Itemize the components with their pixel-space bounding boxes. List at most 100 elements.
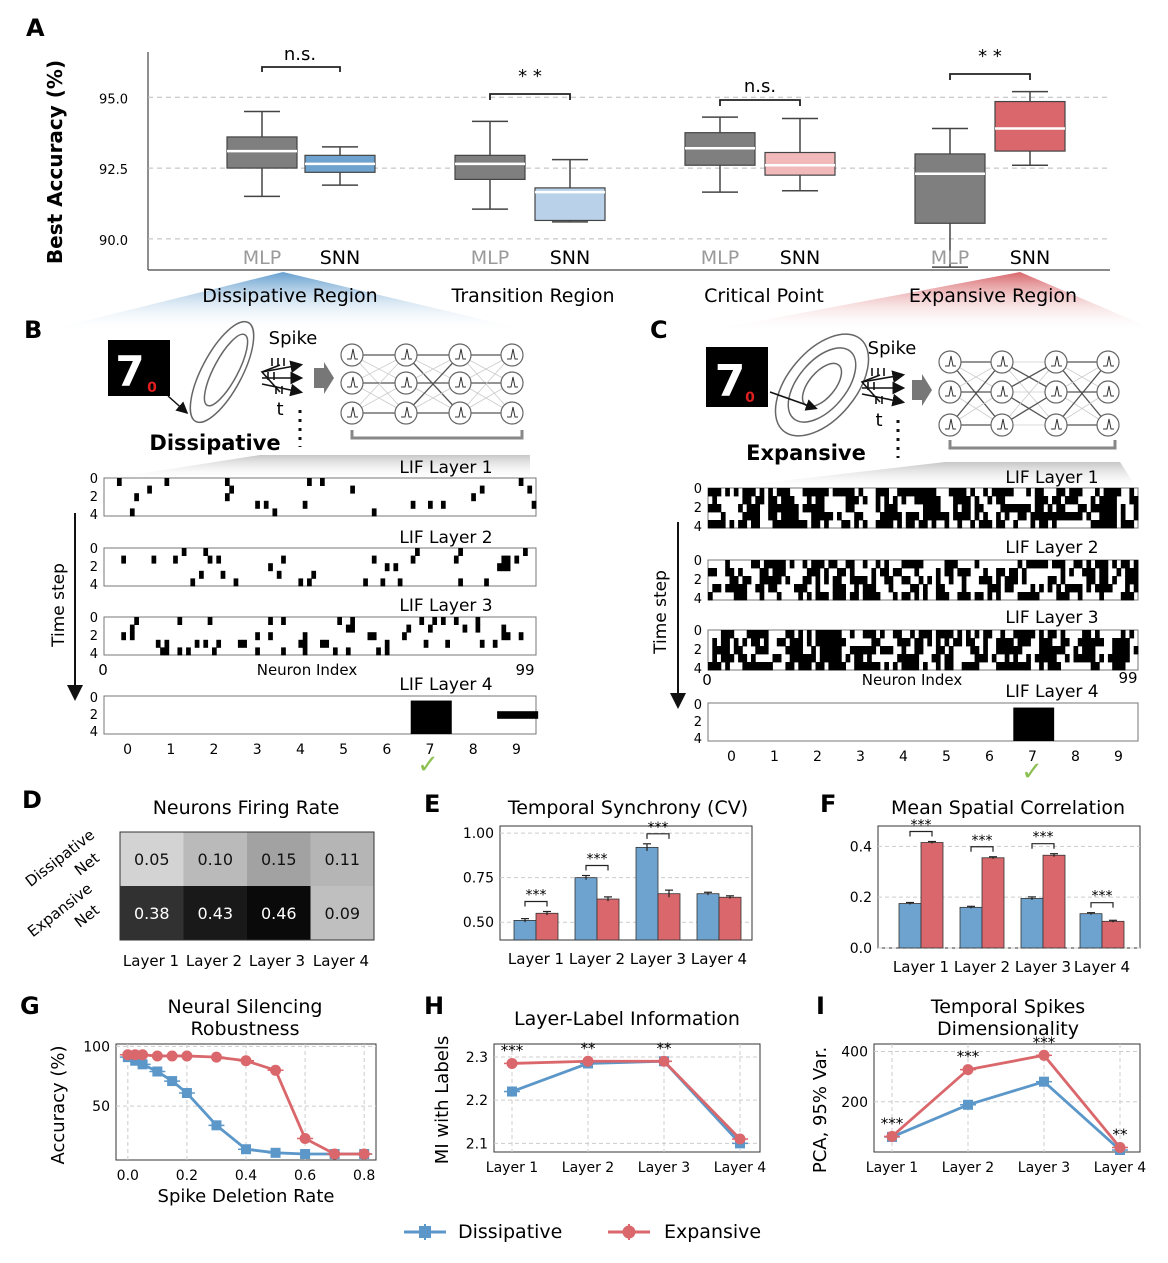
c-layer3-spike xyxy=(948,662,954,671)
d-cell-label-r0-c2: 0.15 xyxy=(261,850,297,869)
c-layer1-spike xyxy=(1069,496,1074,505)
c-layer1-spike xyxy=(1039,496,1044,505)
a-mlp-box-0 xyxy=(226,136,298,169)
c-layer1-spike xyxy=(789,504,795,513)
e-ytick-1: 0.75 xyxy=(463,871,494,887)
b-layer1-spike xyxy=(320,478,325,486)
c-layer2-spike xyxy=(854,584,859,593)
g-marker-expansive-4 xyxy=(166,1050,178,1062)
d-cell-r1-c2 xyxy=(247,886,311,940)
c-layer4-class-tick-7: 7 xyxy=(1028,749,1037,765)
c-layer2-spike xyxy=(1009,584,1014,593)
f-bar-expansive-3 xyxy=(1101,920,1125,949)
c-layer2-time-tick-1: 2 xyxy=(694,573,702,588)
panel-letter-h: H xyxy=(424,992,444,1020)
c-layer3-spike xyxy=(1039,630,1044,639)
f-xtick-0: Layer 1 xyxy=(893,958,949,976)
c-layer3-spike xyxy=(858,654,864,663)
c-layer1-spike xyxy=(776,504,782,513)
c-layer2-spike xyxy=(1056,560,1061,569)
c-layer2-spike xyxy=(880,568,885,577)
c-layer2-spike xyxy=(815,592,821,601)
c-layer3-spike xyxy=(858,662,864,671)
c-layer3-spike xyxy=(1120,654,1126,663)
b-layer3-time-tick-1: 2 xyxy=(90,629,98,644)
c-layer3-spike xyxy=(948,654,954,663)
c-layer1-spike xyxy=(1107,496,1113,505)
c-layer2-spike xyxy=(815,584,821,593)
c-layer3-spike xyxy=(798,654,803,663)
b-layer1-title: LIF Layer 1 xyxy=(399,458,492,478)
b-layer3-spike xyxy=(384,647,390,656)
c-layer3-spike xyxy=(966,662,971,671)
c-network-neuron-glyph xyxy=(997,385,1008,397)
c-layer1-spike xyxy=(966,512,971,521)
c-layer3-spike xyxy=(974,654,980,663)
c-network-neuron-glyph xyxy=(945,418,956,430)
c-layer1-spike xyxy=(931,512,937,521)
c-layer1-spike xyxy=(953,504,958,513)
c-layer1-spike xyxy=(1017,504,1023,513)
c-layer3-spike xyxy=(785,662,791,671)
c-layer3-spike xyxy=(854,646,859,655)
c-layer1-spike xyxy=(961,504,967,513)
c-layer4-class-tick-0: 0 xyxy=(727,749,736,765)
c-layer3-spike xyxy=(720,630,726,639)
b-layer3-spike xyxy=(129,624,135,633)
c-layer1-spike xyxy=(755,496,760,505)
c-layer2-spike xyxy=(1013,568,1018,577)
b-input-label: 0 xyxy=(147,380,157,396)
c-layer2-spike xyxy=(1060,560,1066,569)
c-layer1-spike xyxy=(880,520,885,529)
c-layer1-spike xyxy=(927,488,932,497)
c-layer3-spike xyxy=(862,646,868,655)
b-layer2-spike xyxy=(505,555,511,564)
c-layer1-spike xyxy=(1112,520,1117,529)
c-t-label: t xyxy=(875,410,882,431)
c-layer2-time-tick-0: 0 xyxy=(694,554,702,569)
g-xtick-1: 0.2 xyxy=(176,1168,198,1184)
c-layer3-spike xyxy=(832,638,838,647)
c-layer2-spike xyxy=(1103,568,1109,577)
b-layer2-spike xyxy=(307,578,312,587)
c-layer2-spike xyxy=(1099,592,1104,601)
c-layer1-time-tick-2: 4 xyxy=(694,520,702,535)
a-ytick-0: 90.0 xyxy=(99,234,128,249)
c-layer2-spike xyxy=(901,576,907,585)
h-sig-0: *** xyxy=(501,1041,524,1059)
c-layer1-spike xyxy=(884,496,889,505)
c-layer2-spike xyxy=(759,584,765,593)
c-layer2-spike xyxy=(1056,584,1061,593)
b-layer4-class-tick-3: 3 xyxy=(253,742,262,758)
c-layer3-spike xyxy=(1129,630,1135,639)
c-layer3-spike xyxy=(824,638,829,647)
g-title-line-0: Neural Silencing xyxy=(168,996,323,1018)
c-layer1-spike xyxy=(815,496,821,505)
c-layer2-spike xyxy=(996,576,1001,585)
c-layer1-spike xyxy=(1133,504,1139,513)
g-marker-expansive-10 xyxy=(329,1148,341,1160)
c-layer1-time-tick-1: 2 xyxy=(694,501,702,516)
c-layer1-spike xyxy=(819,504,825,513)
b-layer3-spike xyxy=(302,632,308,641)
c-layer3-spike xyxy=(871,646,877,655)
c-layer3-spike xyxy=(824,630,829,639)
c-layer3-spike xyxy=(1021,638,1027,647)
c-layer3-spike xyxy=(1099,638,1104,647)
c-layer2-spike xyxy=(905,592,911,601)
c-network-neuron-glyph xyxy=(1051,385,1062,397)
b-layer3-spike xyxy=(155,639,161,648)
c-layer1-spike xyxy=(837,512,842,521)
c-layer1-spike xyxy=(888,512,894,521)
e-sig-bracket-1 xyxy=(585,864,609,871)
c-layer1-spike xyxy=(1009,504,1014,513)
c-layer2-spike xyxy=(948,568,954,577)
g-title-line-1: Robustness xyxy=(191,1018,300,1040)
f-bar-dissipative-2 xyxy=(1020,898,1044,949)
c-layer1-spike xyxy=(751,512,756,521)
c-layer2-spike xyxy=(867,592,872,601)
c-layer3-spike xyxy=(1009,646,1014,655)
b-layer3-spike xyxy=(186,647,191,656)
g-marker-dissipative-2 xyxy=(137,1059,148,1070)
